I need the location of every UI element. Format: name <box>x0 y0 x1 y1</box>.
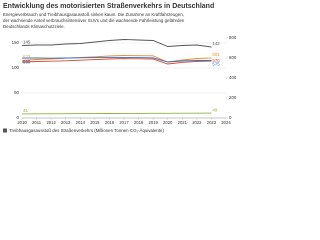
y2-tick-label: 600 <box>229 55 237 60</box>
start-label: 599 <box>23 59 31 64</box>
x-tick-label: 2017 <box>119 120 129 125</box>
end-label: 49 <box>212 107 217 112</box>
subtitle: Energieverbrauch und Treibhausgasausstoß… <box>3 12 184 17</box>
end-label: 601 <box>212 52 220 57</box>
subtitle: Deutschlands Klimaschutzziele. <box>3 24 65 29</box>
y2-tick-label: 0 <box>229 115 232 120</box>
series-line <box>21 58 212 65</box>
y-tick-label: 150 <box>12 40 20 45</box>
x-tick-label: 2014 <box>76 120 86 125</box>
start-label: 560 <box>23 59 31 64</box>
start-label: 41 <box>23 108 28 113</box>
x-tick-label: 2019 <box>148 120 158 125</box>
y-tick-label: 100 <box>12 65 20 70</box>
x-tick-label: 2024 <box>221 120 231 125</box>
chart-title: Entwicklung des motorisierten Straßenver… <box>3 3 214 10</box>
x-tick-label: 2022 <box>192 120 202 125</box>
x-tick-label: 2018 <box>134 120 144 125</box>
subtitle: der wachsende Anteil verbrauchsintensive… <box>3 18 185 23</box>
end-label: 142 <box>212 41 220 46</box>
start-label: 577 <box>23 54 31 59</box>
x-tick-label: 2011 <box>32 120 42 125</box>
y2-tick-label: 800 <box>229 35 237 40</box>
x-tick-label: 2010 <box>17 120 27 125</box>
x-tick-label: 2020 <box>163 120 173 125</box>
start-label: 145 <box>23 40 31 45</box>
legend-swatch <box>3 128 7 133</box>
x-tick-label: 2013 <box>61 120 71 125</box>
legend-label: Treibhausgasausstoß des Straßenverkehrs … <box>9 128 165 133</box>
series-line <box>21 56 212 63</box>
series-line <box>21 55 212 63</box>
series-line <box>21 112 212 115</box>
y-tick-label: 50 <box>14 90 19 95</box>
x-tick-label: 2016 <box>105 120 115 125</box>
x-tick-label: 2023 <box>207 120 217 125</box>
x-tick-label: 2021 <box>178 120 188 125</box>
end-label: 575 <box>212 62 220 67</box>
series-line <box>21 39 212 48</box>
chart: Entwicklung des motorisierten Straßenver… <box>3 3 237 133</box>
y-tick-label: 0 <box>17 115 20 120</box>
end-label: 570 <box>212 58 220 63</box>
x-tick-label: 2015 <box>90 120 100 125</box>
y2-tick-label: 400 <box>229 75 237 80</box>
x-tick-label: 2012 <box>46 120 56 125</box>
y2-tick-label: 200 <box>229 95 237 100</box>
